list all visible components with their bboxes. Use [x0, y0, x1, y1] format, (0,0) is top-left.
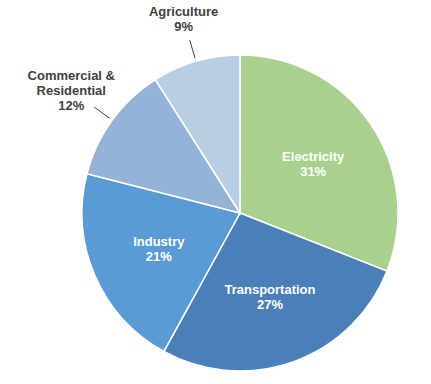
- labels: Electricity31% Transportation27% Industry2…: [28, 4, 345, 311]
- data-label: 27%: [257, 297, 283, 312]
- data-label: 9%: [174, 19, 193, 34]
- data-label: Residential: [37, 83, 106, 98]
- data-label: Commercial &: [28, 68, 115, 83]
- data-label: Industry: [133, 234, 185, 249]
- slices: [82, 55, 398, 371]
- leader-line: [190, 40, 195, 58]
- data-label: 12%: [58, 98, 84, 113]
- slice: [155, 55, 240, 213]
- data-label: Electricity: [282, 149, 345, 164]
- data-label: 31%: [300, 164, 326, 179]
- data-label: Agriculture: [149, 4, 218, 19]
- chart: Electricity31% Transportation27% Industry2…: [0, 0, 431, 384]
- data-label: 21%: [146, 249, 172, 264]
- leader-line: [94, 107, 109, 118]
- data-label: Transportation: [224, 282, 315, 297]
